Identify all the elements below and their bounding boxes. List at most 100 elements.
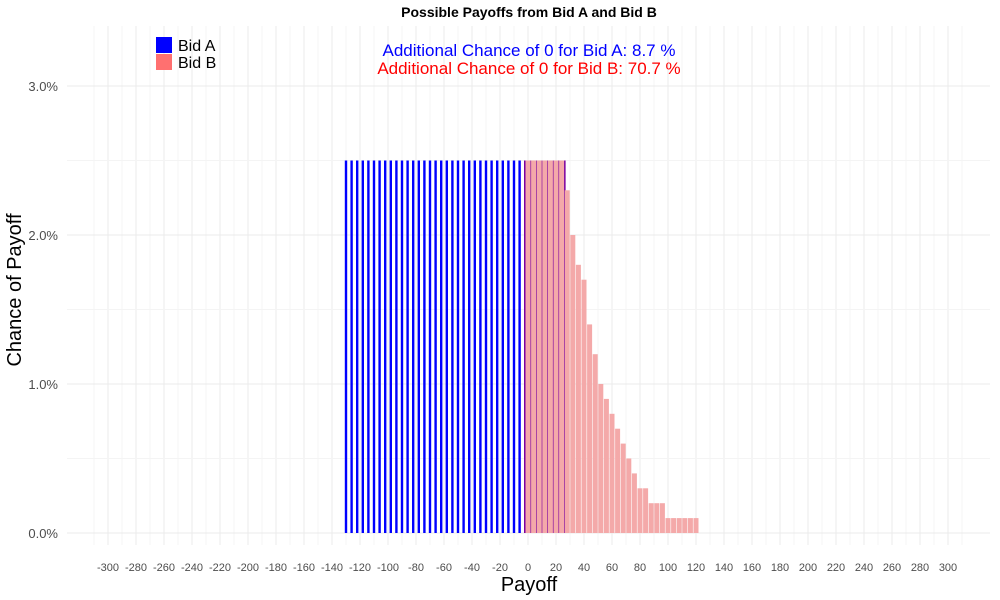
x-axis-ticks: -300 -280 -260 -240 -220 -200 -180 -160 -140 -120… xyxy=(97,562,957,574)
bar-bid-a xyxy=(412,160,415,533)
bar-bid-b xyxy=(676,518,682,533)
x-tick-label: 240 xyxy=(855,562,873,574)
bar-bid-a xyxy=(428,160,432,533)
bar-bid-a xyxy=(456,160,460,533)
bar-bid-a xyxy=(546,160,549,533)
bar-bid-b xyxy=(687,518,693,533)
x-tick-label: -100 xyxy=(377,562,399,574)
bar-bid-b xyxy=(648,503,654,533)
legend: Bid A Bid B xyxy=(156,37,216,72)
bar-bid-a xyxy=(552,160,555,533)
bar-bid-a xyxy=(540,160,544,533)
x-tick-label: -260 xyxy=(153,562,175,574)
bar-bid-b xyxy=(615,428,621,533)
bar-bid-a xyxy=(440,160,443,533)
bar-bid-b xyxy=(631,473,637,533)
bar-bid-a xyxy=(417,160,420,533)
bar-bid-a xyxy=(490,160,493,533)
bar-bid-a xyxy=(395,160,398,533)
x-tick-label: 120 xyxy=(687,562,705,574)
bar-bid-b xyxy=(603,398,609,533)
bar-bid-a xyxy=(468,160,471,533)
x-tick-label: -300 xyxy=(97,562,119,574)
bar-bid-b xyxy=(643,488,649,533)
x-tick-label: 200 xyxy=(799,562,817,574)
bar-bid-b xyxy=(659,503,665,533)
bar-bid-a xyxy=(524,160,527,533)
x-tick-label: -220 xyxy=(209,562,231,574)
bar-bid-b xyxy=(570,235,576,533)
bar-bid-a xyxy=(361,160,364,533)
x-tick-label: -180 xyxy=(265,562,287,574)
bar-bid-b xyxy=(575,264,581,533)
bar-bid-b xyxy=(626,458,632,533)
bar-bid-a xyxy=(563,160,566,533)
bar-bid-b xyxy=(587,324,593,533)
x-tick-label: 80 xyxy=(634,562,646,574)
y-tick-label: 0.0% xyxy=(28,526,58,541)
x-tick-label: -20 xyxy=(492,562,508,574)
legend-swatch-bid-a xyxy=(156,37,172,53)
x-tick-label: 260 xyxy=(883,562,901,574)
x-tick-label: -240 xyxy=(181,562,203,574)
bar-bid-a xyxy=(434,160,437,533)
legend-label-bid-a: Bid A xyxy=(178,38,216,55)
bar-bid-a xyxy=(484,160,488,533)
x-tick-label: 40 xyxy=(578,562,590,574)
bar-bid-b xyxy=(547,160,553,533)
bar-bid-a xyxy=(400,160,404,533)
bar-bid-b xyxy=(671,518,677,533)
bar-bid-a xyxy=(367,160,370,533)
x-tick-label: -40 xyxy=(464,562,480,574)
bar-bid-a xyxy=(389,160,392,533)
bar-bid-b xyxy=(682,518,688,533)
bar-bid-b xyxy=(598,384,604,533)
bar-bid-a xyxy=(451,160,454,533)
bar-bid-a xyxy=(557,160,560,533)
x-tick-label: -140 xyxy=(321,562,343,574)
bar-bid-b xyxy=(654,503,660,533)
bar-bid-a xyxy=(378,160,381,533)
y-axis-label: Chance of Payoff xyxy=(4,213,26,367)
chart-title: Possible Payoffs from Bid A and Bid B xyxy=(401,4,657,20)
bar-bid-a xyxy=(529,160,532,533)
x-tick-label: 140 xyxy=(715,562,733,574)
bar-bid-b xyxy=(525,160,531,533)
x-axis-label: Payoff xyxy=(501,574,558,596)
y-axis-ticks: 0.0% 1.0% 2.0% 3.0% xyxy=(28,79,58,541)
legend-label-bid-b: Bid B xyxy=(178,55,216,72)
bar-bid-a xyxy=(512,160,516,533)
bar-bid-a xyxy=(496,160,499,533)
series-bid-a xyxy=(344,160,566,533)
bar-bid-a xyxy=(507,160,510,533)
x-tick-label: -80 xyxy=(408,562,424,574)
bar-bid-a xyxy=(473,160,476,533)
x-tick-label: -60 xyxy=(436,562,452,574)
bar-bid-a xyxy=(350,160,353,533)
x-tick-label: -120 xyxy=(349,562,371,574)
bar-bid-a xyxy=(501,160,504,533)
y-tick-label: 2.0% xyxy=(28,228,58,243)
annotation-bid-a: Additional Chance of 0 for Bid A: 8.7 % xyxy=(383,41,676,60)
bar-bid-a xyxy=(535,160,538,533)
x-tick-label: 160 xyxy=(743,562,761,574)
bar-bid-b xyxy=(564,190,570,534)
y-tick-label: 1.0% xyxy=(28,377,58,392)
x-tick-label: -160 xyxy=(293,562,315,574)
bar-bid-a xyxy=(479,160,482,533)
bar-bid-a xyxy=(356,160,359,533)
bar-bid-b xyxy=(637,488,643,533)
x-tick-label: -280 xyxy=(125,562,147,574)
x-tick-label: 60 xyxy=(606,562,618,574)
bar-bid-a xyxy=(445,160,448,533)
x-tick-label: 280 xyxy=(911,562,929,574)
bar-bid-b xyxy=(665,518,671,533)
bar-bid-a xyxy=(406,160,409,533)
x-tick-label: -200 xyxy=(237,562,259,574)
x-tick-label: 220 xyxy=(827,562,845,574)
bar-bid-b xyxy=(542,160,548,533)
bar-bid-b xyxy=(620,443,626,533)
annotation-bid-b: Additional Chance of 0 for Bid B: 70.7 % xyxy=(377,59,680,78)
bar-bid-b xyxy=(536,160,542,533)
bar-bid-a xyxy=(344,160,348,533)
